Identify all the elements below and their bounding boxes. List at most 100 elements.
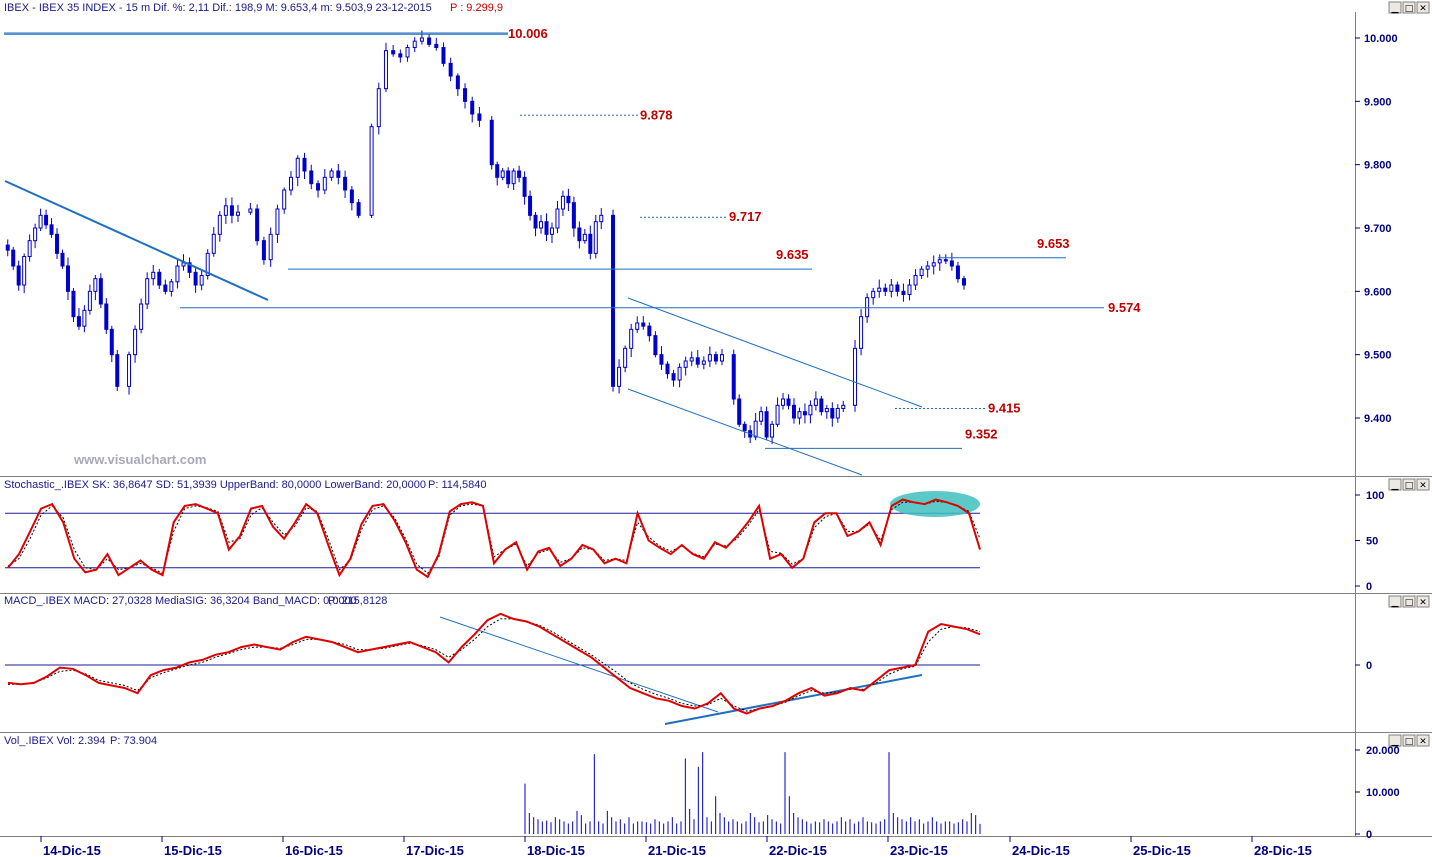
candle-body	[859, 316, 864, 349]
candle-body	[419, 37, 424, 42]
date-label: 23-Dic-15	[890, 843, 948, 857]
candle-body	[919, 268, 924, 276]
macd-panel	[5, 612, 981, 725]
candle-body	[853, 347, 858, 406]
volume-header: Vol_.IBEX Vol: 2.394	[4, 735, 106, 747]
window-close-icon: ✕	[1419, 481, 1427, 491]
volume-axis-label: 20.000	[1366, 745, 1400, 757]
date-label: 25-Dic-15	[1133, 843, 1191, 857]
candle-body	[193, 271, 198, 286]
candle-body	[907, 284, 912, 295]
candle-body	[369, 126, 374, 216]
price-axis-label: 9.400	[1364, 413, 1392, 425]
candle-body	[528, 195, 533, 216]
candle-body	[199, 275, 204, 286]
date-label: 22-Dic-15	[769, 843, 827, 857]
candle-body	[841, 404, 846, 410]
candle-body	[791, 404, 796, 419]
level-label: 9.415	[988, 401, 1021, 416]
window-max-button	[1402, 595, 1416, 608]
candle-body	[635, 322, 640, 330]
date-label: 24-Dic-15	[1012, 843, 1070, 857]
candle-body	[282, 189, 287, 210]
stochastic-panel	[5, 491, 981, 579]
date-label: 28-Dic-15	[1254, 843, 1312, 857]
candle-body	[539, 221, 544, 229]
candle-body	[11, 249, 16, 267]
trend-line	[627, 297, 923, 408]
price-header: IBEX - IBEX 35 INDEX - 15 m Dif. %: 2,11…	[4, 2, 432, 14]
window-close-icon: ✕	[1419, 598, 1427, 608]
window-min-icon: ▁	[1391, 737, 1400, 747]
window-max-button	[1402, 478, 1416, 491]
candle-body	[187, 262, 192, 273]
candle-body	[268, 233, 273, 261]
candle-body	[309, 170, 314, 185]
window-max-icon: □	[1405, 481, 1414, 491]
candle-body	[391, 50, 396, 55]
candle-body	[819, 398, 824, 413]
level-label: 9.878	[640, 107, 673, 122]
candle-body	[742, 423, 747, 432]
candle-body	[797, 411, 802, 419]
candle-body	[593, 221, 598, 254]
window-max-icon: □	[1405, 598, 1414, 608]
candle-body	[49, 224, 54, 235]
window-max-icon: □	[1405, 737, 1414, 747]
candle-body	[955, 265, 960, 280]
candle-body	[566, 195, 571, 204]
candle-body	[27, 240, 32, 258]
candle-body	[830, 408, 835, 419]
candle-body	[943, 259, 948, 262]
candle-body	[577, 227, 582, 242]
candle-body	[71, 290, 76, 318]
volume-axis-label: 0	[1366, 829, 1372, 841]
candle-body	[611, 214, 616, 387]
macd-signal-line	[8, 618, 981, 712]
candle-body	[288, 176, 293, 191]
candle-body	[133, 328, 138, 356]
candle-body	[76, 316, 81, 327]
stochastic-header-extra: P: 114,5840	[428, 479, 487, 491]
candle-body	[316, 183, 321, 191]
candle-body	[629, 328, 634, 349]
candle-body	[261, 240, 266, 261]
candle-body	[759, 411, 764, 422]
price-axis-label: 9.800	[1364, 160, 1392, 172]
candle-body	[599, 214, 604, 223]
candle-body	[713, 354, 718, 362]
candle-body	[336, 170, 341, 178]
panel-frames	[0, 12, 1432, 837]
date-label: 16-Dic-15	[285, 843, 343, 857]
macd-axis-label: 0	[1366, 660, 1372, 672]
candle-body	[689, 357, 694, 362]
candle-body	[22, 256, 27, 286]
candle-body	[641, 322, 646, 327]
candle-body	[139, 303, 144, 330]
candle-body	[145, 278, 150, 305]
price-axis-label: 10.000	[1364, 33, 1398, 45]
candle-body	[560, 195, 565, 210]
candle-body	[109, 328, 114, 356]
candle-body	[115, 354, 120, 387]
window-min-button	[1388, 595, 1402, 608]
candle-body	[383, 50, 388, 90]
candle-body	[157, 271, 162, 286]
candle-body	[961, 278, 966, 286]
candle-body	[463, 88, 468, 102]
candle-body	[223, 205, 228, 216]
candle-body	[582, 233, 587, 242]
candle-body	[356, 202, 361, 216]
candle-body	[925, 265, 930, 270]
candle-body	[731, 354, 736, 400]
window-max-icon: □	[1405, 4, 1414, 14]
candle-body	[44, 214, 49, 226]
candle-body	[877, 287, 882, 292]
candle-body	[511, 170, 516, 185]
stochastic-axis-label: 50	[1366, 536, 1378, 548]
candle-body	[813, 398, 818, 406]
candle-body	[329, 170, 334, 178]
window-max-button	[1402, 734, 1416, 747]
window-close-icon: ✕	[1419, 4, 1427, 14]
